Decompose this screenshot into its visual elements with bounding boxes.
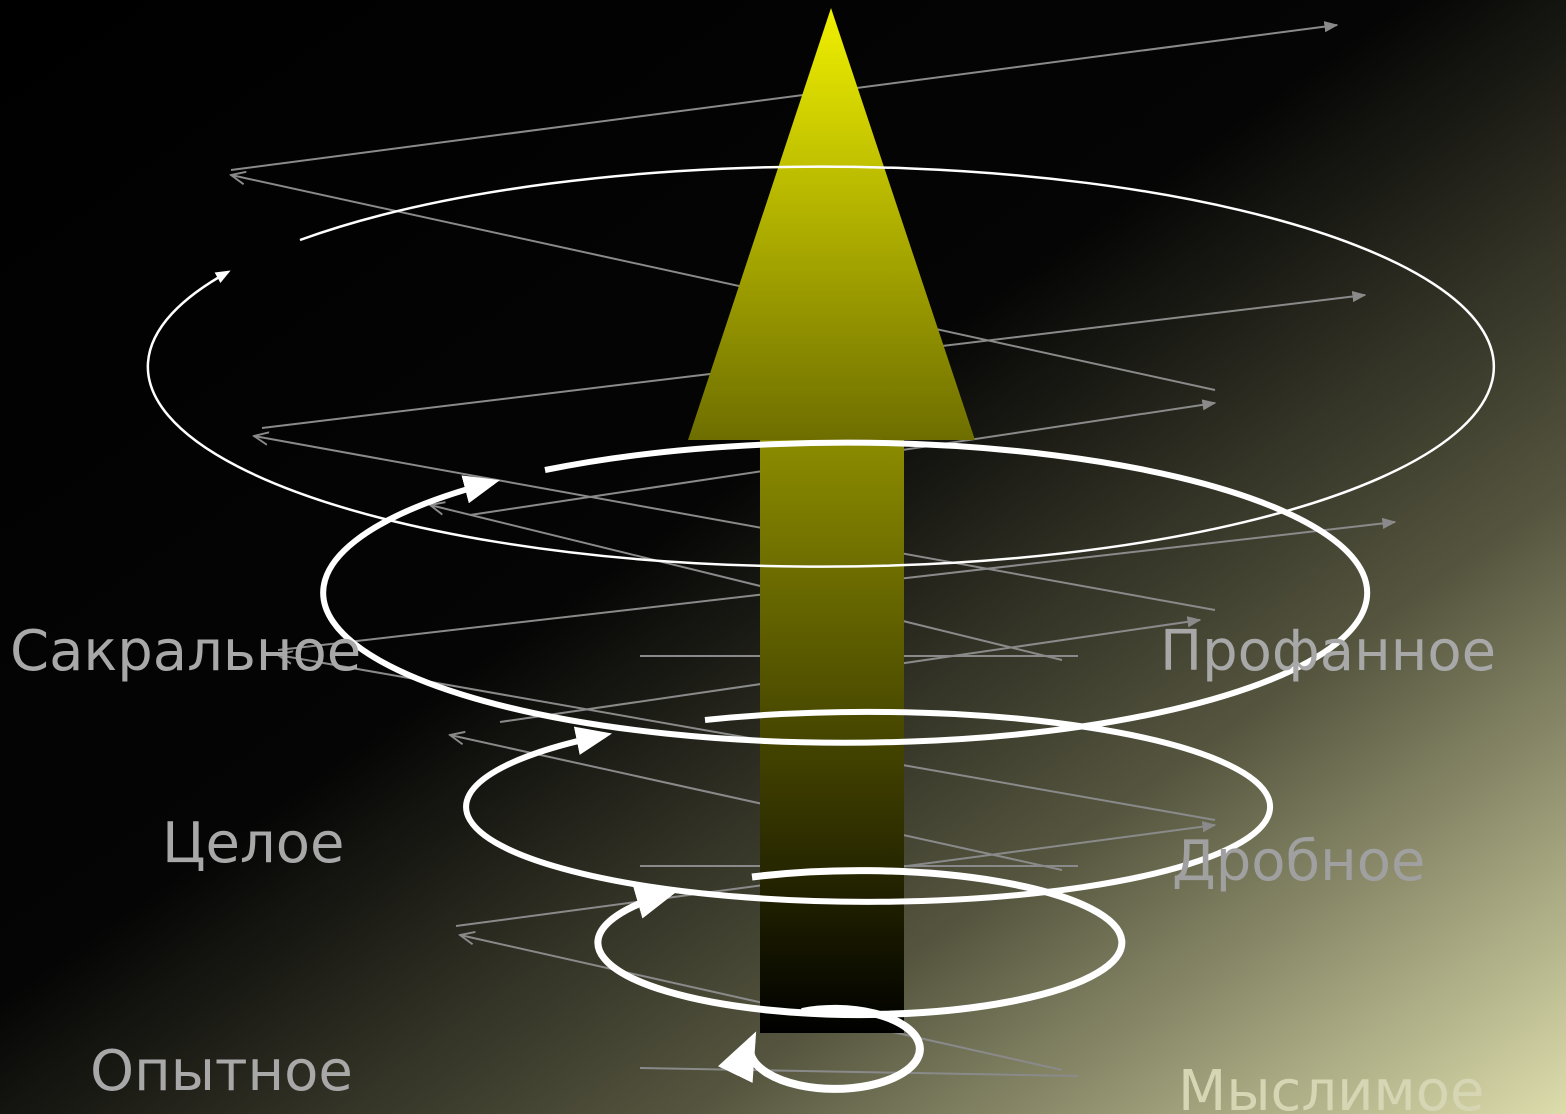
label-fractional: Дробное bbox=[1172, 829, 1425, 894]
label-sacred: Сакральное bbox=[10, 619, 361, 684]
label-profane: Профанное bbox=[1160, 619, 1496, 684]
spiral bbox=[146, 165, 1496, 1093]
central-arrow bbox=[688, 8, 975, 1033]
label-whole: Целое bbox=[162, 811, 344, 876]
label-experiential: Опытное bbox=[90, 1039, 353, 1104]
label-conceivable: Мыслимое bbox=[1178, 1059, 1484, 1114]
